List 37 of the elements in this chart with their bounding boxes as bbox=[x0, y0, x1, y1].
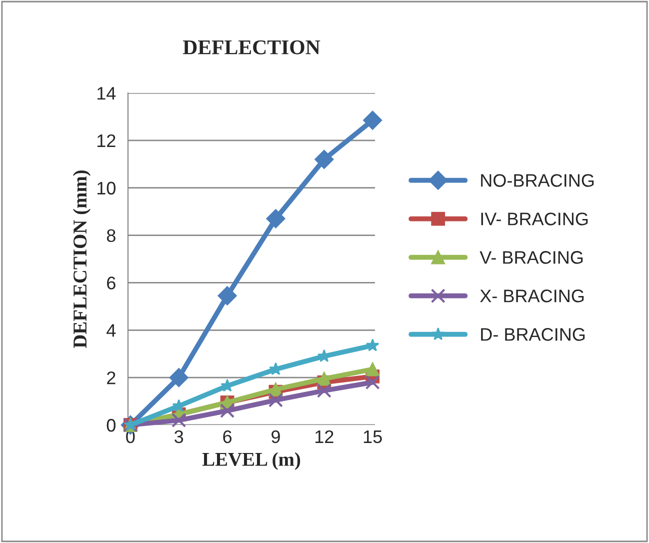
y-tick-label: 2 bbox=[107, 372, 116, 384]
y-tick-label: 4 bbox=[106, 324, 116, 337]
x-tick-label: 9 bbox=[272, 430, 280, 444]
point bbox=[220, 403, 235, 418]
x-tick-label: 12 bbox=[315, 430, 334, 443]
legend-label: IV- BRACING bbox=[481, 212, 588, 226]
point bbox=[218, 286, 237, 306]
y-tick-label: 6 bbox=[107, 276, 116, 290]
y-axis-title: DEFLECTION (mm) bbox=[72, 170, 91, 348]
point bbox=[316, 383, 332, 398]
point bbox=[363, 110, 382, 130]
point bbox=[366, 338, 380, 352]
point bbox=[314, 150, 334, 169]
point bbox=[266, 209, 286, 228]
legend-label: V- BRACING bbox=[480, 251, 583, 264]
point bbox=[220, 378, 234, 392]
point bbox=[268, 382, 283, 396]
point bbox=[169, 368, 188, 388]
x-tick-label: 6 bbox=[223, 430, 232, 444]
y-tick-label: 0 bbox=[106, 418, 116, 432]
point bbox=[365, 375, 380, 390]
x-axis-title: LEVEL (m) bbox=[202, 452, 300, 470]
legend-label: NO-BRACING bbox=[481, 174, 594, 187]
point bbox=[268, 392, 284, 408]
y-tick-label: 8 bbox=[106, 229, 116, 242]
point bbox=[172, 399, 186, 412]
x-tick-label: 15 bbox=[364, 430, 382, 444]
y-tick-label: 14 bbox=[97, 87, 116, 100]
chart-title: DEFLECTION bbox=[182, 40, 320, 54]
point bbox=[366, 362, 380, 376]
y-tick-label: 10 bbox=[97, 182, 116, 195]
y-tick-label: 12 bbox=[97, 134, 116, 147]
x-tick-label: 3 bbox=[174, 430, 184, 444]
legend-label: D- BRACING bbox=[481, 328, 585, 341]
point bbox=[172, 412, 186, 428]
point bbox=[317, 372, 332, 386]
legend-label: X- BRACING bbox=[480, 290, 584, 302]
